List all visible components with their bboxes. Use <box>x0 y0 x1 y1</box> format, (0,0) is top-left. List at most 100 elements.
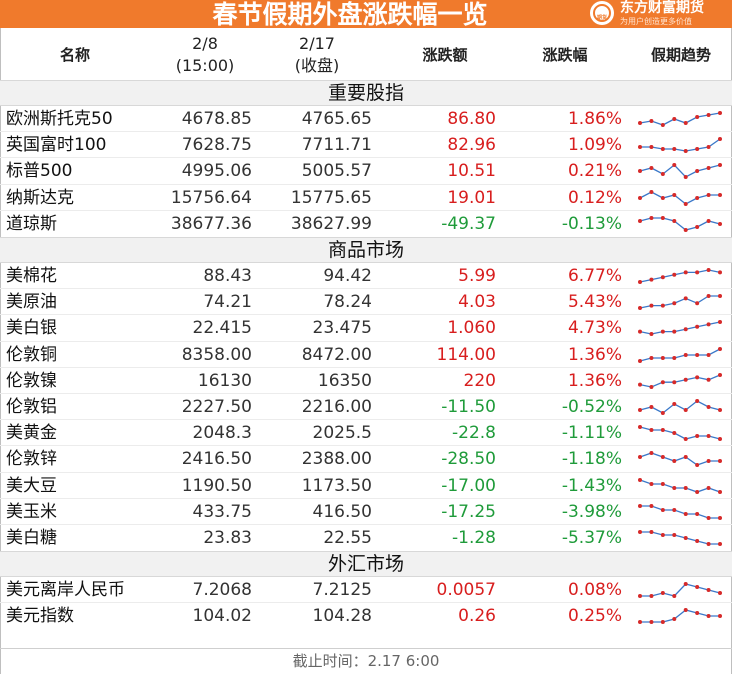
trend-line <box>639 452 720 467</box>
trend-point <box>683 608 688 613</box>
value-before: 8358.00 <box>181 344 252 365</box>
change-percent: -1.11% <box>561 423 622 444</box>
change-amount: -11.50 <box>441 396 496 417</box>
trend-point <box>695 585 700 590</box>
value-before: 1190.50 <box>181 475 252 496</box>
change-percent: -3.98% <box>561 501 622 522</box>
trend-point <box>649 620 654 625</box>
trend-point <box>718 459 722 464</box>
trend-point <box>718 192 722 197</box>
value-before: 38677.36 <box>170 213 252 234</box>
section-header: 商品市场 <box>0 237 732 263</box>
instrument-name: 美白糖 <box>6 527 57 548</box>
trend-point <box>672 485 677 490</box>
value-before: 7628.75 <box>181 135 252 156</box>
trend-point <box>660 195 665 200</box>
trend-line <box>639 478 721 493</box>
change-amount: 0.0057 <box>436 580 496 601</box>
trend-point <box>683 270 688 275</box>
trend-point <box>718 346 722 351</box>
change-amount: -22.8 <box>452 423 496 444</box>
section-rows: 美元离岸人民币 7.2068 7.2125 0.0057 0.08% 美元指数 104.02… <box>0 577 732 629</box>
change-percent: 4.73% <box>567 318 622 339</box>
value-after: 78.24 <box>323 292 372 313</box>
trend-point <box>706 268 711 272</box>
table-row: 美白糖 23.83 22.55 -1.28 -5.37% <box>0 525 732 551</box>
trend-point <box>706 459 711 464</box>
change-amount: 4.03 <box>458 292 496 313</box>
table-row: 道琼斯 38677.36 38627.99 -49.37 -0.13% <box>0 211 732 237</box>
trend-point <box>638 218 642 223</box>
trend-point <box>695 325 700 330</box>
table-row: 欧洲斯托克50 4678.85 4765.65 86.80 1.86% <box>0 106 732 133</box>
trend-point <box>683 227 688 232</box>
instrument-name: 美元指数 <box>6 606 74 627</box>
trend-point <box>660 275 665 280</box>
trend-point <box>683 485 688 490</box>
trend-sparkline <box>638 137 722 154</box>
instrument-name: 伦敦铝 <box>6 396 57 417</box>
value-before: 88.43 <box>203 266 252 286</box>
trend-point <box>638 169 642 174</box>
change-amount: -1.28 <box>452 527 496 548</box>
trend-point <box>706 218 711 223</box>
trend-point <box>683 582 688 587</box>
trend-point <box>695 115 700 119</box>
trend-point <box>695 489 700 494</box>
trend-point <box>672 532 677 537</box>
change-percent: 6.77% <box>567 266 622 286</box>
value-after: 94.42 <box>323 266 372 286</box>
trend-point <box>649 594 654 599</box>
table-row: 美大豆 1190.50 1173.50 -17.00 -1.43% <box>0 473 732 499</box>
instrument-name: 美大豆 <box>6 475 57 496</box>
value-after: 4765.65 <box>301 109 372 129</box>
trend-point <box>706 541 711 546</box>
instrument-name: 伦敦铜 <box>6 344 57 365</box>
instrument-name: 美棉花 <box>6 266 57 286</box>
trend-point <box>660 532 665 537</box>
section-header: 重要股指 <box>0 80 732 106</box>
instrument-name: 欧洲斯托克50 <box>6 109 113 129</box>
trend-point <box>638 382 642 387</box>
value-after: 2025.5 <box>312 423 372 444</box>
trend-point <box>649 303 654 308</box>
trend-point <box>706 614 711 619</box>
change-percent: 0.21% <box>567 161 622 182</box>
instrument-name: 纳斯达克 <box>6 187 74 208</box>
section-title: 重要股指 <box>327 82 404 104</box>
change-amount: 5.99 <box>458 266 496 286</box>
trend-point <box>660 620 665 625</box>
trend-point <box>718 437 722 442</box>
value-after: 7.2125 <box>312 580 372 601</box>
change-amount: 1.060 <box>447 318 496 339</box>
change-percent: 1.36% <box>567 370 622 391</box>
trend-point <box>718 541 722 546</box>
value-before: 2048.3 <box>192 423 252 444</box>
trend-point <box>638 280 642 284</box>
trend-point <box>718 163 722 168</box>
trend-point <box>672 459 677 464</box>
trend-point <box>672 379 677 384</box>
trend-point <box>683 121 688 125</box>
trend-point <box>672 301 677 306</box>
trend-point <box>695 301 700 306</box>
trend-point <box>649 189 654 194</box>
trend-point <box>706 404 711 409</box>
trend-point <box>638 503 642 508</box>
trend-point <box>660 123 665 127</box>
trend-point <box>649 451 654 456</box>
change-amount: 10.51 <box>447 161 496 182</box>
trend-point <box>683 535 688 540</box>
value-after: 16350 <box>317 370 372 391</box>
change-percent: 5.43% <box>567 292 622 313</box>
trend-point <box>638 620 642 625</box>
trend-point <box>660 428 665 433</box>
trend-point <box>672 329 677 334</box>
value-after: 2216.00 <box>301 396 372 417</box>
trend-sparkline <box>638 451 722 468</box>
change-percent: 0.08% <box>567 580 622 601</box>
change-amount: -17.00 <box>441 475 496 496</box>
trend-point <box>706 515 711 520</box>
trend-point <box>672 617 677 622</box>
trend-point <box>649 355 654 360</box>
